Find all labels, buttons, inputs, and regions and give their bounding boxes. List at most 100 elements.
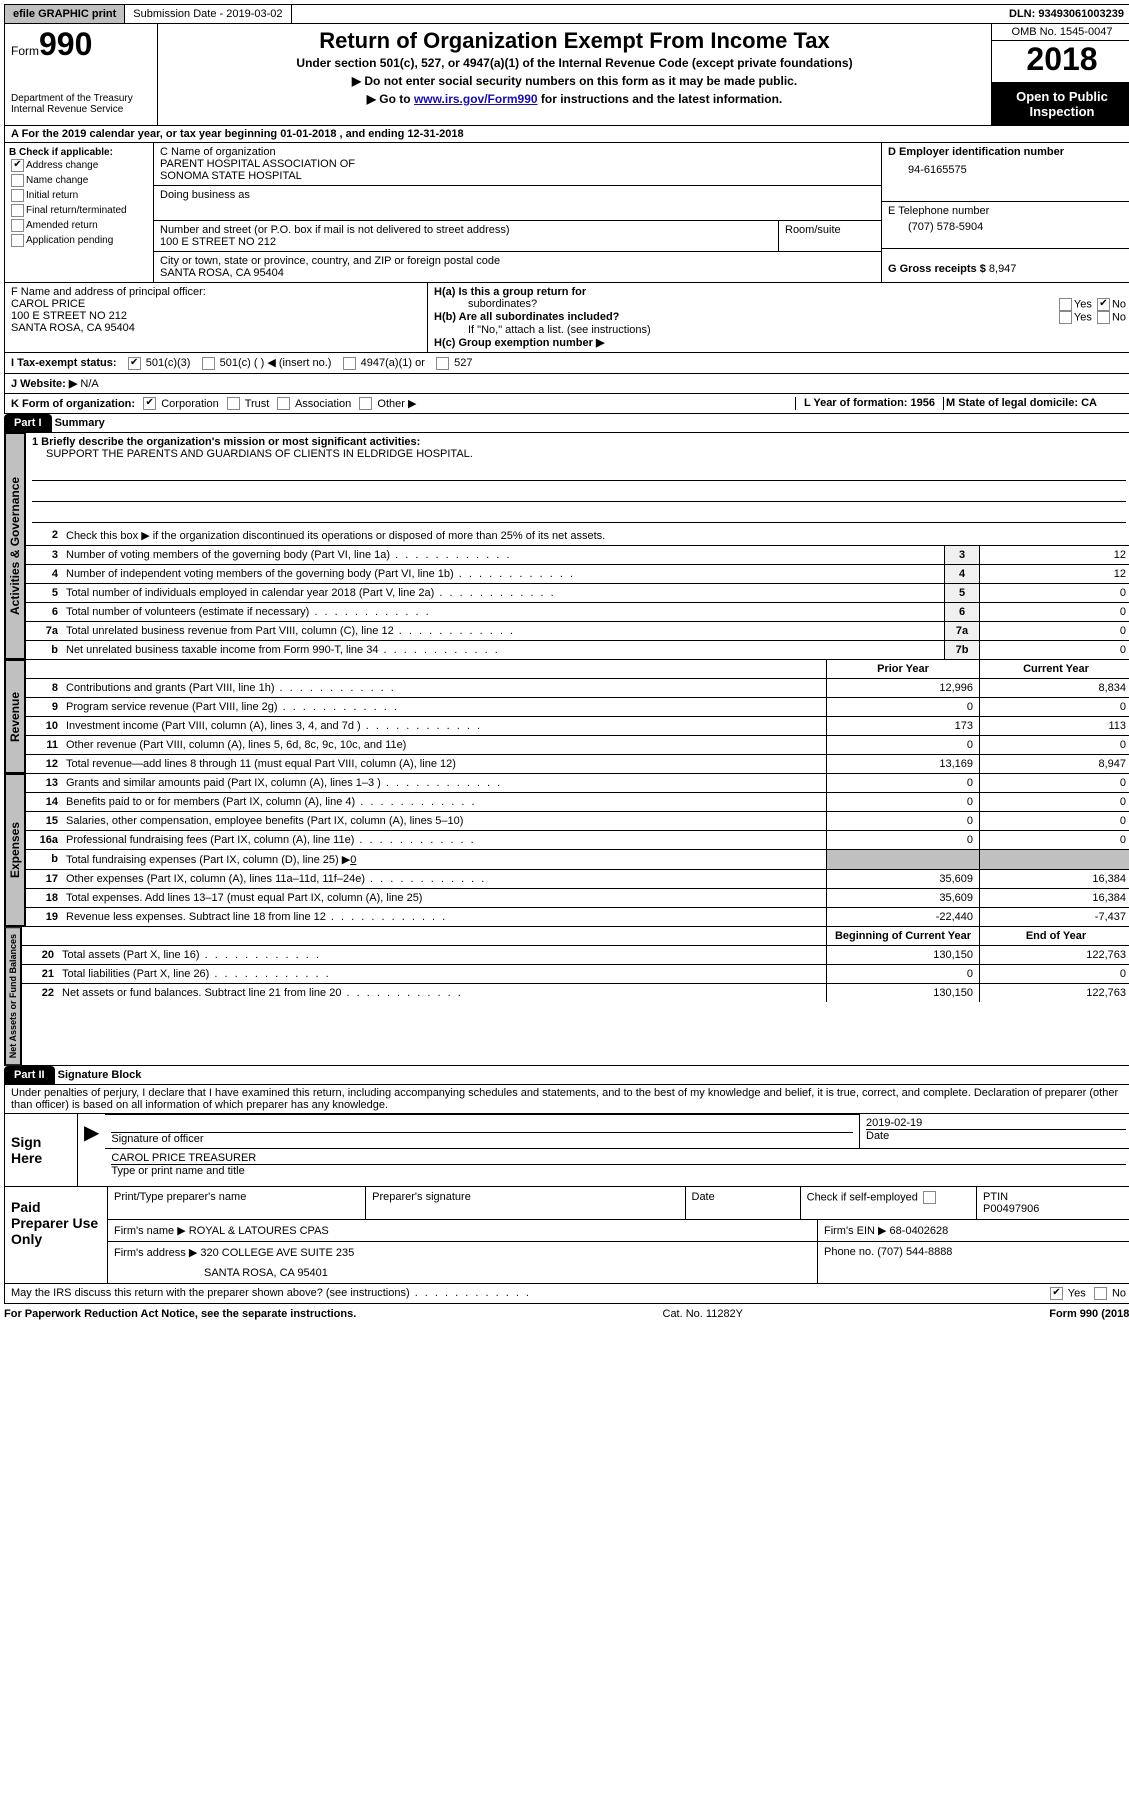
form-word: Form: [11, 44, 39, 58]
officer-typed-name: CAROL PRICE TREASURER: [111, 1152, 1126, 1164]
irs-label: Internal Revenue Service: [11, 104, 151, 115]
dept-treasury: Department of the Treasury: [11, 63, 151, 104]
hb-label: H(b) Are all subordinates included?: [434, 311, 619, 324]
cb-name-change[interactable]: Name change: [9, 173, 149, 188]
line-3: Number of voting members of the governin…: [62, 546, 944, 564]
org-name-1: PARENT HOSPITAL ASSOCIATION OF: [160, 158, 875, 170]
sig-date-label: Date: [866, 1129, 1126, 1142]
tab-expenses: Expenses: [5, 774, 25, 926]
col-beginning: Beginning of Current Year: [826, 927, 979, 945]
ptin-value: P00497906: [983, 1203, 1126, 1215]
val-6: 0: [979, 603, 1129, 621]
room-suite-label: Room/suite: [778, 221, 881, 251]
val-7b: 0: [979, 641, 1129, 659]
firm-name: ROYAL & LATOURES CPAS: [189, 1225, 329, 1237]
gross-value: 8,947: [989, 263, 1017, 275]
preparer-name-label: Print/Type preparer's name: [108, 1187, 366, 1219]
col-prior-year: Prior Year: [826, 660, 979, 678]
dln: DLN: 93493061003239: [1001, 5, 1129, 23]
cb-initial-return[interactable]: Initial return: [9, 188, 149, 203]
row-j-website: J Website: ▶ N/A: [4, 374, 1129, 394]
col-end: End of Year: [979, 927, 1129, 945]
firm-ein-label: Firm's EIN ▶: [824, 1225, 887, 1237]
self-employed-check[interactable]: Check if self-employed: [801, 1187, 977, 1219]
tab-net-assets: Net Assets or Fund Balances: [5, 927, 21, 1065]
val-4: 12: [979, 565, 1129, 583]
firm-phone: (707) 544-8888: [877, 1246, 952, 1258]
omb-number: OMB No. 1545-0047: [992, 24, 1129, 41]
officer-addr1: 100 E STREET NO 212: [11, 310, 421, 322]
line-7b: Net unrelated business taxable income fr…: [62, 641, 944, 659]
gross-label: G Gross receipts $: [888, 263, 989, 275]
tab-governance: Activities & Governance: [5, 433, 25, 659]
cb-final-return[interactable]: Final return/terminated: [9, 203, 149, 218]
hb-note: If "No," attach a list. (see instruction…: [434, 324, 1126, 336]
mission-text: SUPPORT THE PARENTS AND GUARDIANS OF CLI…: [32, 448, 1126, 460]
bottom-row: For Paperwork Reduction Act Notice, see …: [4, 1304, 1129, 1324]
sig-officer-label: Signature of officer: [111, 1132, 853, 1145]
part2-title: Signature Block: [58, 1069, 142, 1081]
sig-date: 2019-02-19: [866, 1117, 1126, 1129]
val-3: 12: [979, 546, 1129, 564]
sign-here-block: Sign Here ▶ Signature of officer 2019-02…: [4, 1114, 1129, 1187]
part1-title: Summary: [55, 417, 105, 429]
year-formation: L Year of formation: 1956: [804, 397, 935, 409]
cb-application-pending[interactable]: Application pending: [9, 233, 149, 248]
firm-addr1: 320 COLLEGE AVE SUITE 235: [200, 1247, 354, 1259]
sign-here-label: Sign Here: [5, 1114, 78, 1186]
col-c-org-info: C Name of organization PARENT HOSPITAL A…: [154, 143, 881, 282]
discuss-text: May the IRS discuss this return with the…: [11, 1287, 531, 1300]
line-5: Total number of individuals employed in …: [62, 584, 944, 602]
topbar: efile GRAPHIC print Submission Date - 20…: [4, 4, 1129, 24]
city-label: City or town, state or province, country…: [160, 255, 875, 267]
ein-label: D Employer identification number: [888, 146, 1126, 158]
subtitle-2: ▶ Do not enter social security numbers o…: [162, 72, 987, 90]
cb-amended-return[interactable]: Amended return: [9, 218, 149, 233]
part1-header: Part I: [4, 414, 52, 432]
row-i-tax-status: I Tax-exempt status: 501(c)(3) 501(c) ( …: [4, 353, 1129, 374]
open-inspection: Open to Public Inspection: [992, 83, 1129, 125]
ptin-label: PTIN: [983, 1191, 1126, 1203]
hc-label: H(c) Group exemption number ▶: [434, 337, 604, 349]
firm-phone-label: Phone no.: [824, 1246, 874, 1258]
typed-name-label: Type or print name and title: [111, 1164, 1126, 1177]
org-name-label: C Name of organization: [160, 146, 875, 158]
state-domicile: M State of legal domicile: CA: [946, 397, 1097, 409]
tel-value: (707) 578-5904: [888, 217, 1126, 233]
officer-label: F Name and address of principal officer:: [11, 286, 421, 298]
discuss-row: May the IRS discuss this return with the…: [4, 1284, 1129, 1304]
pra-notice: For Paperwork Reduction Act Notice, see …: [4, 1308, 356, 1320]
row-a-period: A For the 2019 calendar year, or tax yea…: [4, 126, 1129, 143]
officer-name: CAROL PRICE: [11, 298, 421, 310]
preparer-sig-label: Preparer's signature: [366, 1187, 685, 1219]
officer-addr2: SANTA ROSA, CA 95404: [11, 322, 421, 334]
section-bcd: B Check if applicable: Address change Na…: [4, 143, 1129, 283]
form-header: Form990 Department of the Treasury Inter…: [4, 24, 1129, 126]
street-label: Number and street (or P.O. box if mail i…: [160, 224, 772, 236]
col-b-checkboxes: B Check if applicable: Address change Na…: [5, 143, 154, 282]
city-value: SANTA ROSA, CA 95404: [160, 267, 875, 279]
col-current-year: Current Year: [979, 660, 1129, 678]
line-2: Check this box ▶ if the organization dis…: [62, 526, 1129, 545]
tel-label: E Telephone number: [888, 205, 1126, 217]
arrow-icon: ▶: [78, 1114, 105, 1186]
form-number: 990: [39, 26, 92, 62]
line-7a: Total unrelated business revenue from Pa…: [62, 622, 944, 640]
return-title: Return of Organization Exempt From Incom…: [162, 28, 987, 54]
row-fh: F Name and address of principal officer:…: [4, 283, 1129, 353]
org-name-2: SONOMA STATE HOSPITAL: [160, 170, 875, 182]
firm-addr-label: Firm's address ▶: [114, 1247, 197, 1259]
line-6: Total number of volunteers (estimate if …: [62, 603, 944, 621]
row-k-form-org: K Form of organization: Corporation Trus…: [4, 394, 1129, 415]
firm-name-label: Firm's name ▶: [114, 1225, 186, 1237]
paid-preparer-block: Paid Preparer Use Only Print/Type prepar…: [4, 1187, 1129, 1284]
col-d-contact: D Employer identification number 94-6165…: [881, 143, 1129, 282]
efile-label[interactable]: efile GRAPHIC print: [5, 5, 125, 23]
form990-link[interactable]: www.irs.gov/Form990: [414, 92, 538, 106]
col-b-header: B Check if applicable:: [9, 147, 149, 158]
dba-label: Doing business as: [160, 189, 875, 201]
form-ref: Form 990 (2018): [1049, 1308, 1129, 1320]
cat-number: Cat. No. 11282Y: [663, 1308, 744, 1320]
cb-address-change[interactable]: Address change: [9, 158, 149, 173]
part2-header: Part II: [4, 1066, 55, 1084]
